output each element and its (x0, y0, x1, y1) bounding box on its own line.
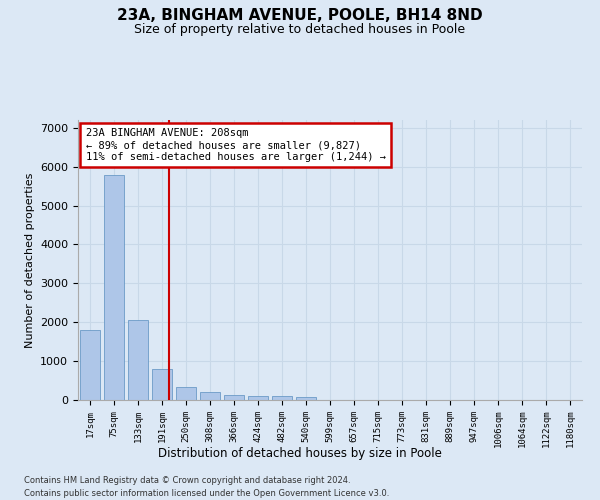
Text: 23A BINGHAM AVENUE: 208sqm
← 89% of detached houses are smaller (9,827)
11% of s: 23A BINGHAM AVENUE: 208sqm ← 89% of deta… (86, 128, 386, 162)
Text: Distribution of detached houses by size in Poole: Distribution of detached houses by size … (158, 448, 442, 460)
Y-axis label: Number of detached properties: Number of detached properties (25, 172, 35, 348)
Bar (224, 395, 244, 400)
Text: Size of property relative to detached houses in Poole: Size of property relative to detached ho… (134, 22, 466, 36)
Text: 23A, BINGHAM AVENUE, POOLE, BH14 8ND: 23A, BINGHAM AVENUE, POOLE, BH14 8ND (117, 8, 483, 22)
Bar (104, 175, 124, 400)
Bar (176, 387, 196, 400)
Text: Contains HM Land Registry data © Crown copyright and database right 2024.: Contains HM Land Registry data © Crown c… (24, 476, 350, 485)
Bar (200, 392, 220, 400)
Bar (80, 330, 100, 400)
Bar (152, 368, 172, 400)
Text: Contains public sector information licensed under the Open Government Licence v3: Contains public sector information licen… (24, 489, 389, 498)
Bar (128, 320, 148, 400)
Bar (248, 396, 268, 400)
Bar (296, 398, 316, 400)
Bar (272, 396, 292, 400)
